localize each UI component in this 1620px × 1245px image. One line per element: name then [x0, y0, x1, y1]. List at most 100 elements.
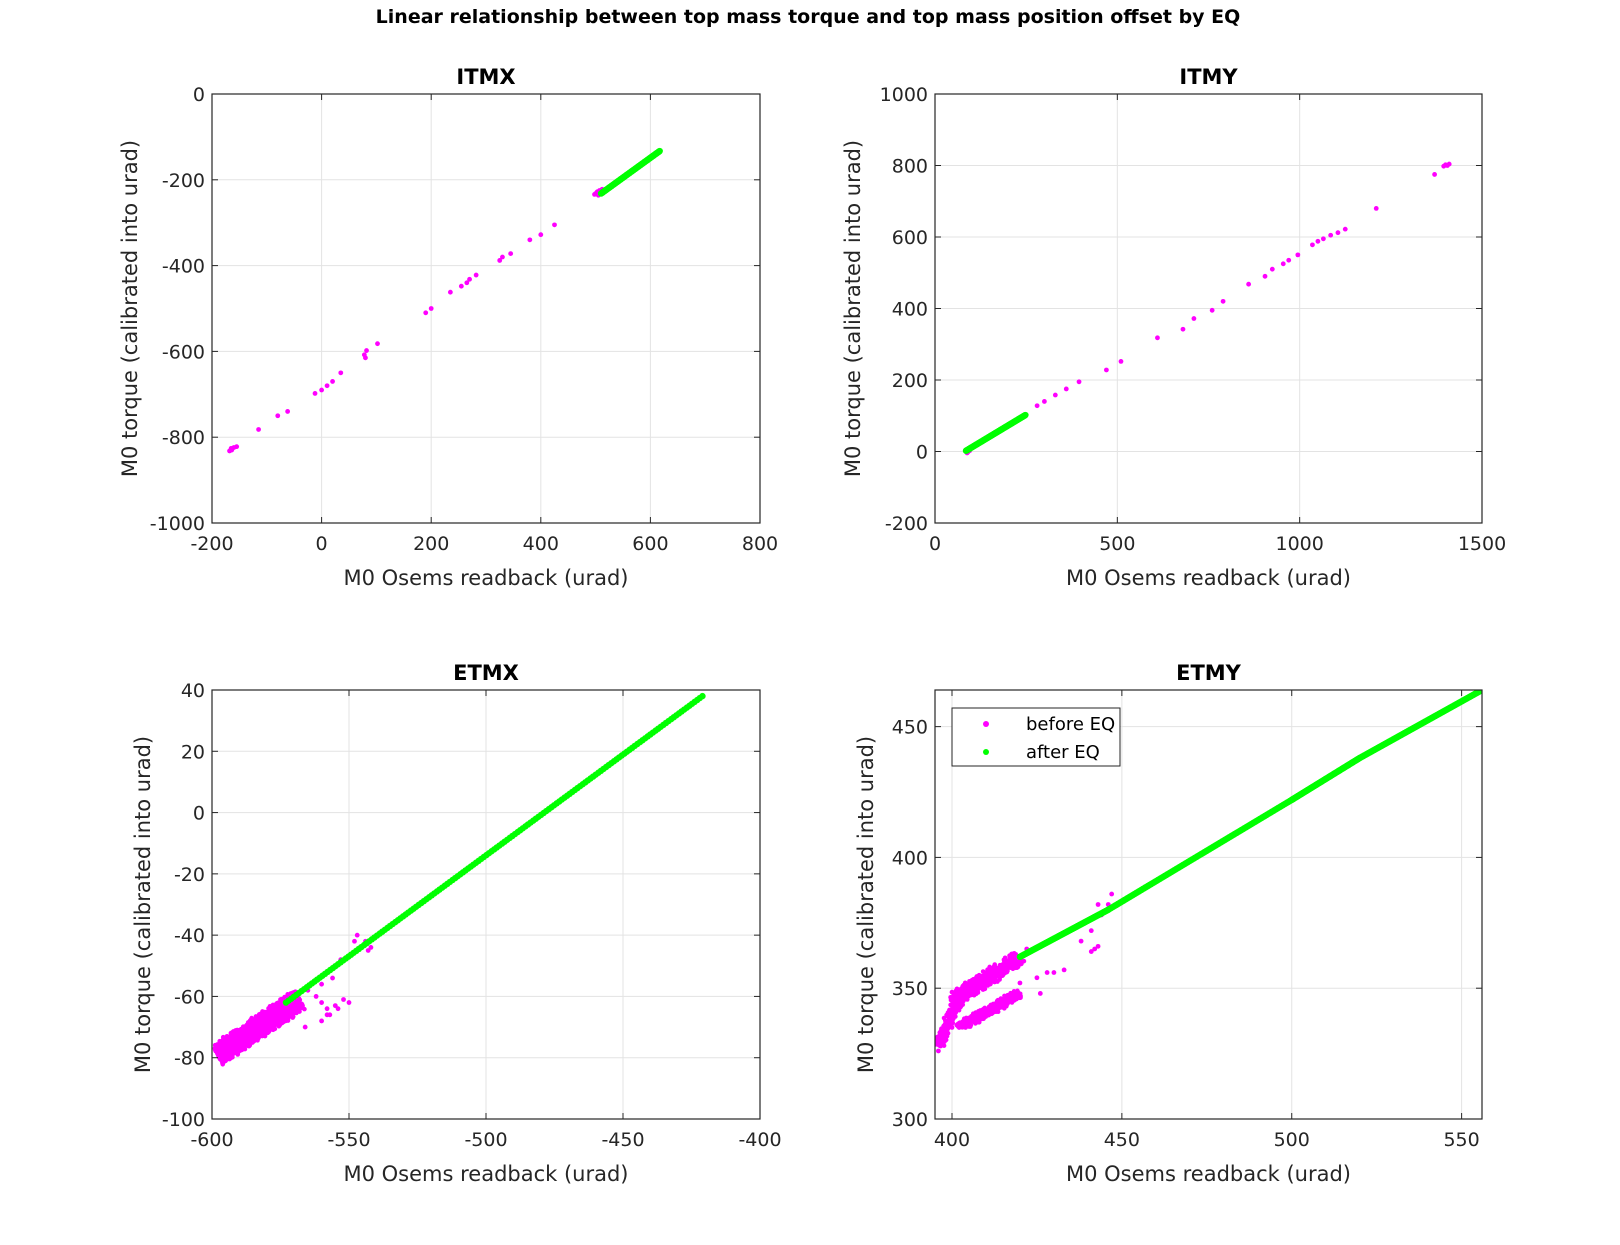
data-point [277, 1021, 282, 1027]
data-point [324, 1006, 330, 1012]
data-point [970, 1018, 976, 1024]
data-point [1088, 928, 1094, 934]
y-tick-label: 40 [181, 680, 205, 702]
legend-marker-before [983, 721, 989, 727]
series-before-eq [212, 932, 374, 1067]
data-point [265, 1030, 271, 1036]
data-point [538, 232, 544, 238]
x-tick-label: 500 [1274, 1129, 1310, 1151]
y-tick-label: 0 [193, 803, 205, 825]
x-tick-label: -200 [190, 533, 233, 555]
plot-area [962, 161, 1452, 456]
data-point [1443, 162, 1448, 168]
data-point [1432, 172, 1437, 177]
data-point [269, 1004, 274, 1009]
data-point [1180, 326, 1186, 332]
data-point [962, 994, 968, 1000]
data-point [1478, 690, 1482, 694]
x-tick-label: -500 [464, 1129, 507, 1151]
data-point [996, 1004, 1002, 1010]
x-tick-label: -550 [327, 1129, 370, 1151]
data-point [235, 1052, 241, 1057]
data-point [276, 1017, 281, 1023]
data-point [364, 348, 369, 353]
data-point [962, 988, 967, 993]
data-point [1373, 206, 1379, 211]
data-point [942, 1032, 948, 1038]
axes-box [934, 689, 1483, 1120]
data-point [464, 280, 470, 286]
data-point [1037, 991, 1043, 996]
y-axis-label: M0 torque (calibrated into urad) [131, 736, 155, 1073]
figure-title: Linear relationship between top mass tor… [376, 6, 1241, 28]
data-point [275, 413, 281, 419]
data-point [1034, 403, 1040, 409]
data-point [989, 967, 995, 973]
data-point [1109, 891, 1115, 897]
data-point [235, 1027, 240, 1033]
data-point [229, 447, 235, 453]
data-point [1315, 238, 1321, 244]
data-point [968, 1022, 974, 1028]
data-point [248, 1035, 254, 1040]
data-point [302, 1006, 307, 1012]
data-point [976, 1008, 981, 1014]
plot-area [212, 692, 706, 1067]
data-point [368, 945, 374, 950]
data-point [940, 1026, 946, 1031]
data-point [995, 1009, 1001, 1015]
data-point [1005, 968, 1010, 974]
data-point [237, 1048, 243, 1054]
data-point [277, 1010, 282, 1016]
x-axis-label: M0 Osems readback (urad) [343, 566, 628, 590]
subplot-etmy: 400 450 500 550 300 350 400 450 ETMY M0 Osems rea… [854, 661, 1483, 1186]
x-tick-label: 800 [742, 533, 778, 555]
data-point [312, 391, 318, 396]
subplot-title: ITMX [456, 65, 515, 89]
data-point [1103, 367, 1109, 373]
data-point [261, 1030, 267, 1036]
y-tick-label: -100 [162, 1109, 205, 1131]
y-tick-label: 300 [892, 1109, 928, 1131]
x-axis-label: M0 Osems readback (urad) [343, 1162, 628, 1186]
data-point [980, 985, 985, 991]
data-point [1063, 386, 1069, 392]
data-point [1017, 980, 1023, 986]
data-point [281, 1008, 287, 1014]
data-point [283, 1015, 288, 1021]
y-tick-label: 400 [892, 847, 928, 869]
data-point [699, 692, 706, 700]
data-point [963, 1025, 968, 1030]
data-point [966, 992, 972, 998]
data-point [354, 932, 360, 938]
data-point [218, 1042, 223, 1047]
legend-marker-after [983, 749, 989, 755]
y-tick-label: -80 [174, 1048, 205, 1070]
data-point [256, 427, 261, 432]
data-point [1328, 232, 1334, 238]
data-point [341, 997, 346, 1002]
y-tick-label: -600 [162, 341, 205, 363]
series-after-eq [282, 692, 706, 1006]
x-tick-label: -450 [601, 1129, 644, 1151]
data-point [238, 1032, 243, 1037]
data-point [968, 980, 974, 986]
data-point [423, 310, 429, 316]
data-point [954, 990, 960, 995]
data-point [254, 1023, 260, 1029]
data-point [939, 1038, 945, 1043]
y-tick-label: -60 [174, 986, 205, 1008]
data-point [230, 1029, 236, 1035]
data-point [963, 1017, 969, 1023]
data-point [219, 1056, 225, 1061]
legend-label-after: after EQ [1026, 742, 1100, 763]
y-tick-label: -40 [174, 925, 205, 947]
data-point [1005, 959, 1010, 964]
data-point [365, 948, 371, 953]
data-point [236, 1037, 241, 1043]
data-point [950, 1012, 955, 1017]
data-point [973, 1014, 978, 1019]
data-point [352, 938, 357, 944]
data-point [458, 283, 464, 289]
